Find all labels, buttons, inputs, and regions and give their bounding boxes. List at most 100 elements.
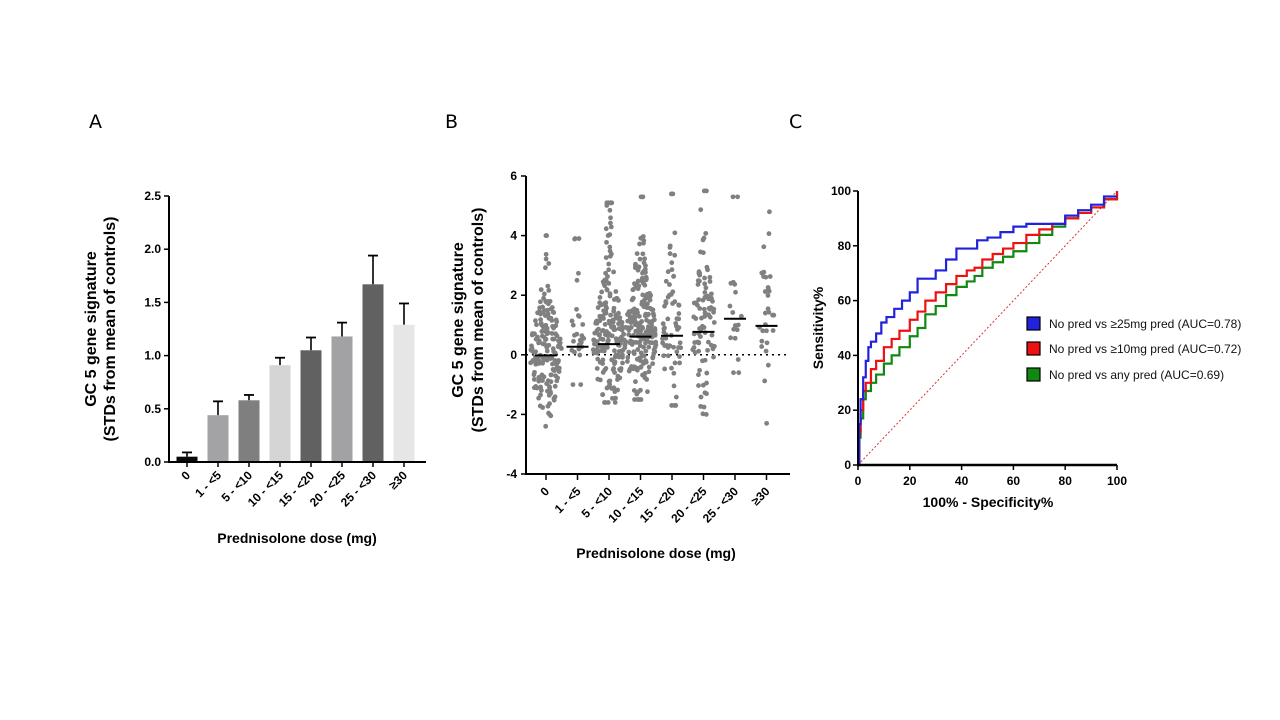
data-point: [548, 413, 554, 419]
x-tick-label: 80: [1059, 474, 1073, 488]
data-point: [671, 383, 677, 389]
data-point: [707, 306, 713, 312]
data-point: [765, 306, 771, 312]
legend-label: No pred vs any pred (AUC=0.69): [1049, 368, 1224, 382]
data-point: [701, 188, 707, 194]
data-point: [543, 423, 549, 429]
data-point: [550, 361, 555, 367]
data-point: [661, 329, 667, 335]
bar: [207, 415, 229, 462]
data-point: [546, 342, 552, 348]
data-point: [608, 215, 613, 221]
data-point: [642, 266, 648, 272]
data-point: [676, 325, 682, 330]
data-point: [598, 336, 604, 342]
data-point: [607, 291, 613, 297]
data-point: [600, 392, 605, 398]
data-point: [600, 357, 606, 363]
data-point: [732, 335, 738, 341]
data-point: [771, 312, 777, 318]
data-point: [701, 235, 707, 241]
data-point: [711, 354, 716, 360]
data-point: [539, 329, 545, 334]
data-point: [767, 209, 772, 215]
data-point: [638, 235, 644, 241]
data-point: [545, 312, 551, 318]
legend-swatch: [1026, 341, 1041, 356]
data-point: [556, 342, 562, 348]
data-point: [543, 322, 549, 328]
data-point: [703, 230, 709, 236]
panel-b-label: B: [445, 111, 459, 133]
data-point: [663, 335, 669, 341]
data-point: [703, 285, 709, 291]
data-point: [629, 319, 634, 325]
data-point: [546, 288, 552, 293]
y-tick-label: 0.0: [144, 455, 161, 469]
data-point: [622, 342, 628, 348]
data-point: [639, 318, 645, 324]
data-point: [641, 344, 646, 350]
data-point: [576, 236, 582, 241]
data-point: [543, 299, 549, 304]
x-axis-title: Prednisolone dose (mg): [576, 545, 735, 561]
data-point: [605, 233, 611, 238]
data-point: [690, 347, 696, 353]
data-point: [671, 370, 677, 376]
data-point: [702, 314, 707, 319]
data-point: [731, 370, 736, 376]
data-point: [537, 299, 543, 305]
x-tick-label: 100: [1107, 474, 1127, 488]
y-axis-title: Sensitivity%: [810, 286, 826, 369]
x-axis-title: 100% - Specificity%: [923, 494, 1054, 510]
bar: [300, 350, 322, 462]
data-point: [603, 300, 609, 306]
data-point: [761, 274, 766, 279]
data-point: [711, 320, 717, 325]
y-tick-label: 2.0: [144, 242, 161, 256]
data-point: [647, 340, 653, 345]
data-point: [633, 379, 638, 385]
data-point: [677, 360, 682, 366]
roc-curve-0: [858, 195, 1117, 467]
data-point: [652, 327, 658, 333]
data-point: [695, 282, 701, 287]
data-point: [594, 366, 600, 371]
data-point: [607, 382, 613, 387]
data-point: [574, 277, 580, 283]
y-tick-label: 20: [838, 403, 852, 417]
data-point: [638, 397, 644, 402]
bar: [331, 336, 353, 462]
x-tick-label: 60: [1007, 474, 1021, 488]
data-point: [536, 378, 542, 384]
data-point: [672, 230, 678, 236]
data-point: [540, 360, 545, 366]
data-point: [643, 340, 648, 346]
data-point: [595, 356, 601, 362]
data-point: [696, 340, 702, 346]
data-point: [556, 338, 561, 344]
data-point: [669, 267, 675, 273]
data-point: [706, 312, 711, 318]
data-point: [730, 194, 736, 200]
y-tick-label: 6: [510, 169, 517, 183]
y-axis-title-line2: (STDs from mean of controls): [470, 208, 487, 433]
data-point: [538, 287, 544, 293]
data-point: [670, 191, 676, 197]
data-point: [759, 338, 765, 344]
x-tick-label: 40: [955, 474, 969, 488]
data-point: [702, 289, 708, 295]
x-tick-label: ≥30: [386, 468, 410, 492]
data-point: [628, 325, 634, 330]
data-point: [591, 341, 597, 347]
data-point: [552, 350, 558, 356]
data-point: [643, 274, 649, 280]
data-point: [646, 369, 652, 375]
data-point: [764, 420, 770, 426]
y-tick-label: 0: [510, 348, 517, 362]
data-point: [643, 263, 648, 269]
data-point: [641, 304, 647, 310]
data-point: [702, 281, 708, 287]
data-point: [572, 236, 578, 241]
data-point: [617, 315, 623, 321]
